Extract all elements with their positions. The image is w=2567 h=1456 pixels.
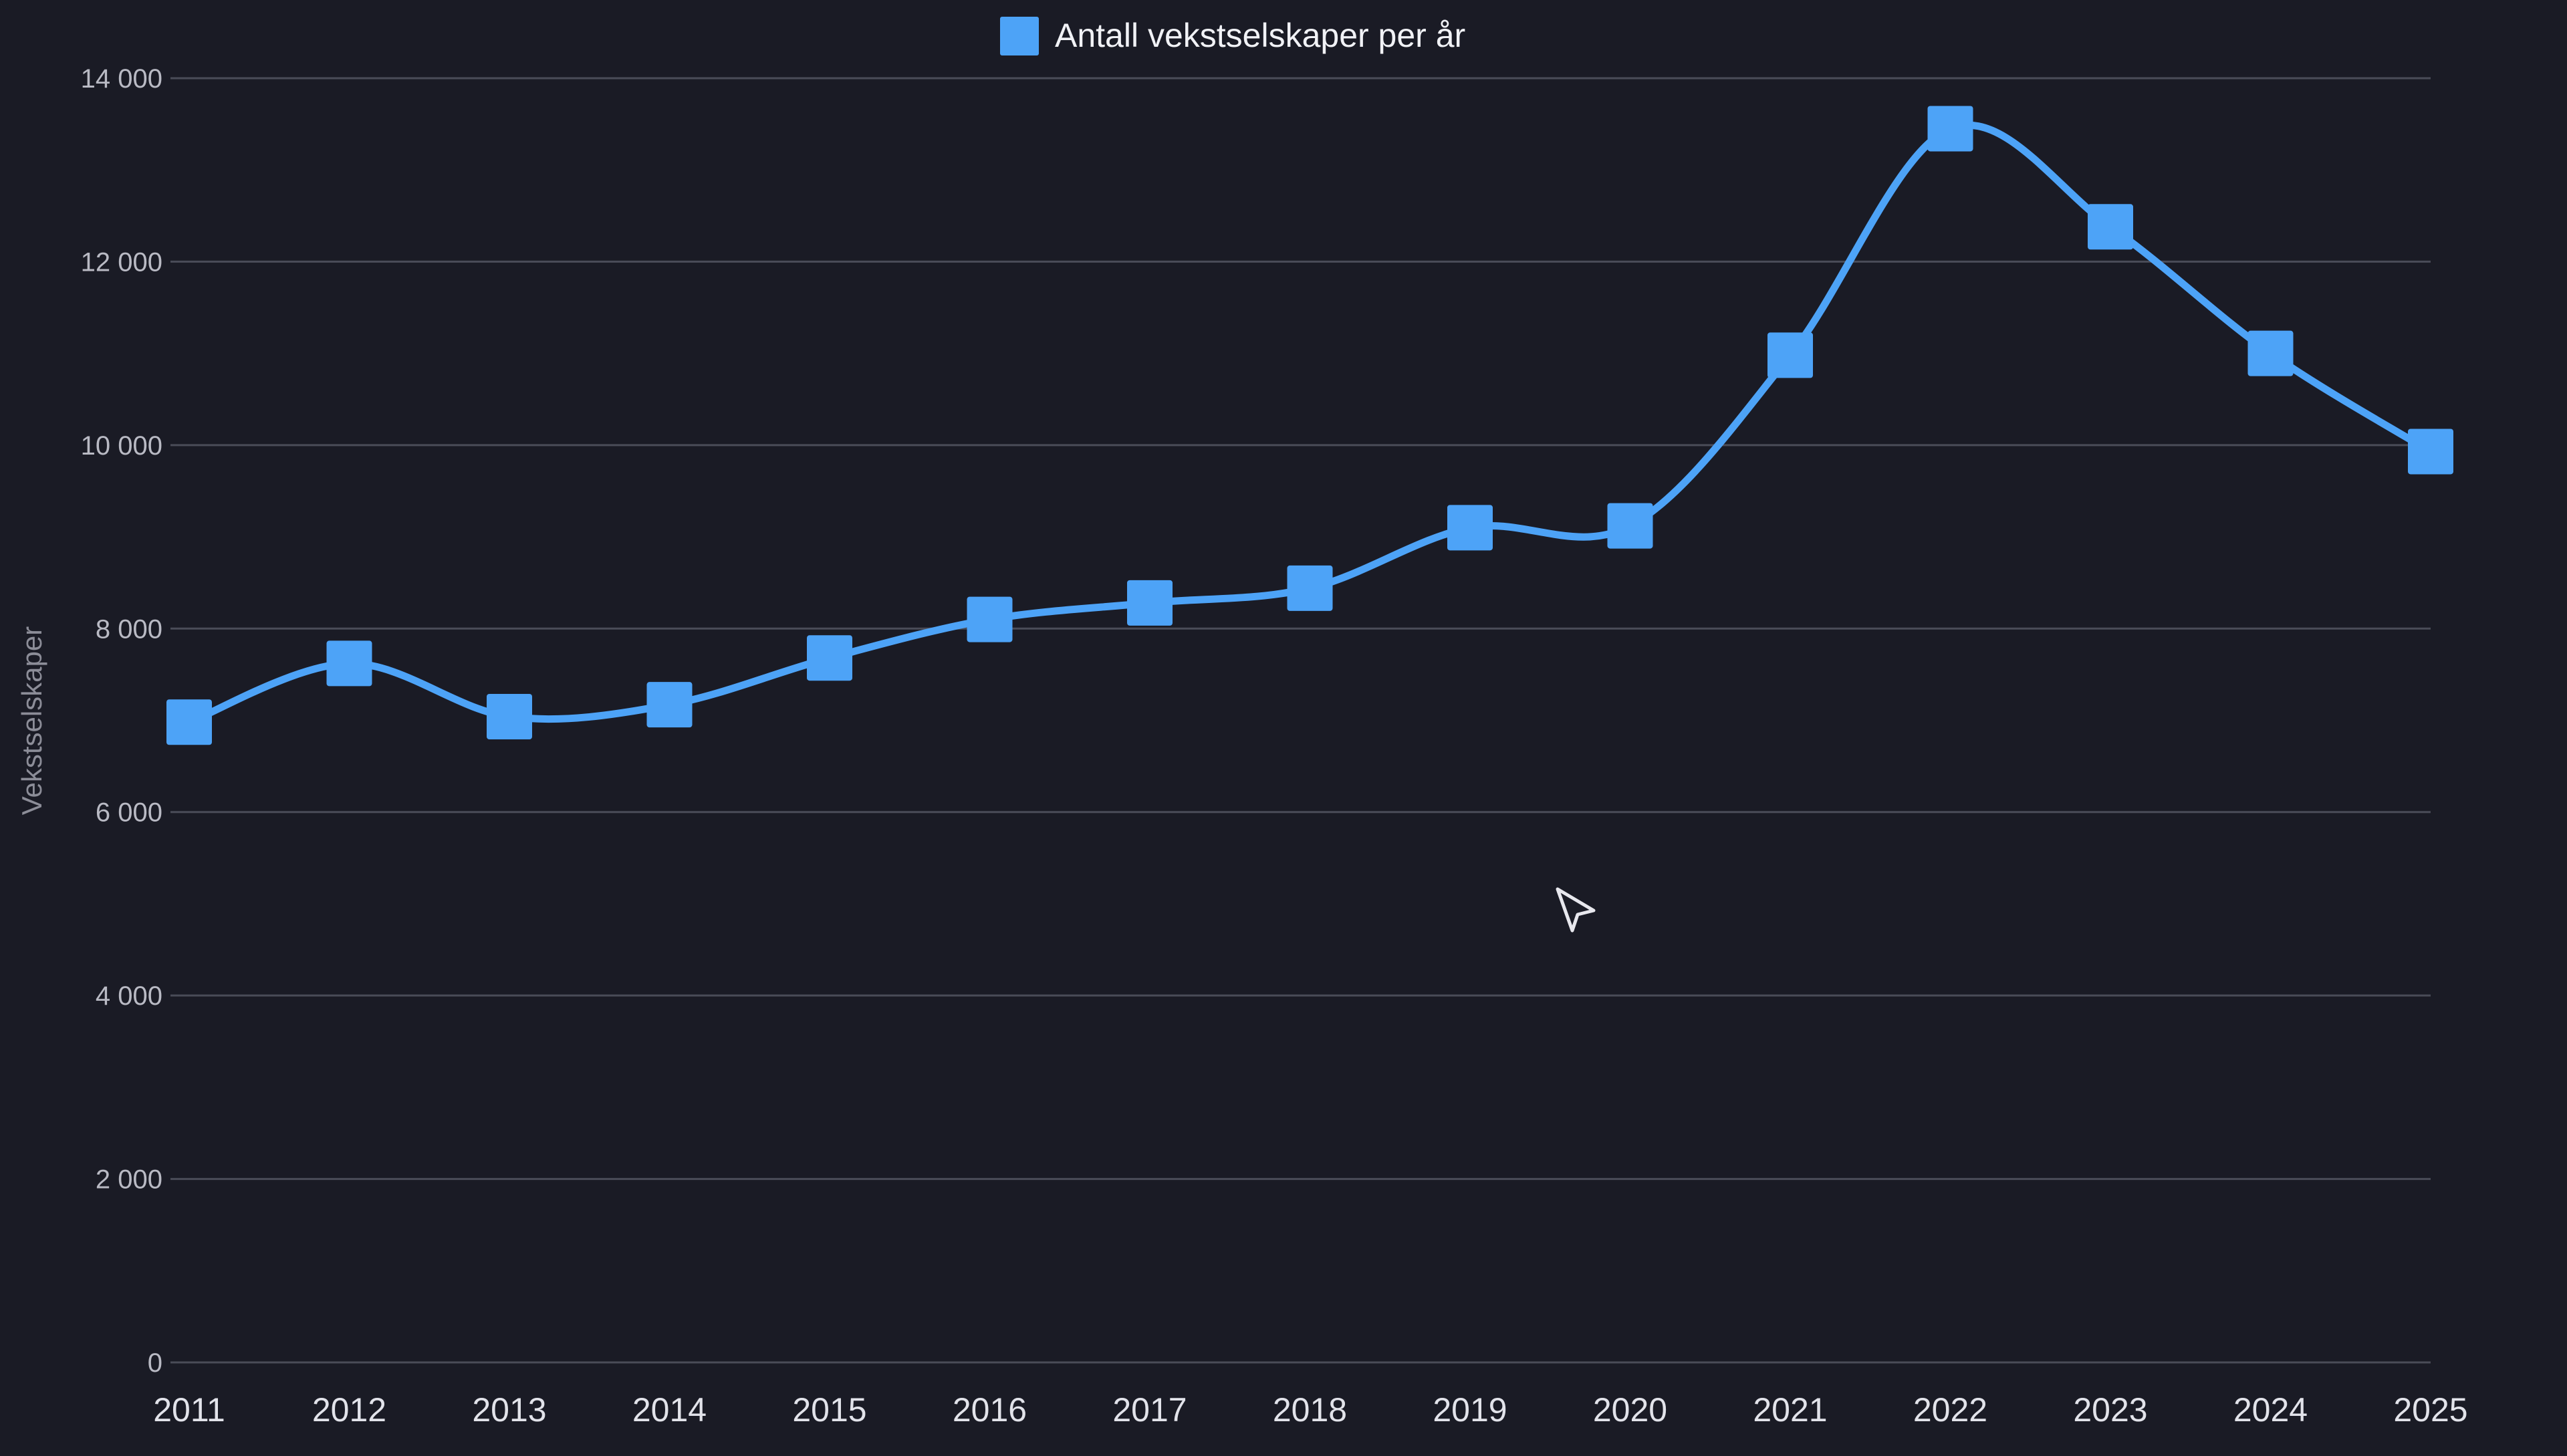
mouse-pointer-icon: [1556, 887, 1596, 933]
data-point[interactable]: [166, 699, 212, 745]
y-tick-label: 6 000: [96, 798, 162, 828]
x-tick-label: 2014: [632, 1391, 707, 1429]
x-tick-label: 2024: [2233, 1391, 2308, 1429]
x-tick-label: 2011: [153, 1391, 225, 1429]
y-tick-label: 2 000: [96, 1165, 162, 1195]
x-tick-label: 2012: [312, 1391, 386, 1429]
y-tick-label: 4 000: [96, 981, 162, 1011]
x-axis-ticks: 2011 2012 2013 2014 2015 2016 2017 2018 2019 2020…: [153, 1391, 2467, 1429]
series-line: [185, 121, 2435, 726]
data-point[interactable]: [326, 640, 372, 687]
x-tick-label: 2015: [792, 1391, 866, 1429]
data-point[interactable]: [1927, 106, 1973, 152]
x-tick-label: 2023: [2073, 1391, 2147, 1429]
data-point[interactable]: [1447, 505, 1493, 551]
x-tick-label: 2020: [1593, 1391, 1667, 1429]
data-point[interactable]: [807, 635, 852, 681]
grid-lines: [170, 77, 2431, 1364]
y-axis-ticks: 0 2 000 4 000 6 000 8 000 10 000 12 000 14 000: [81, 64, 162, 1378]
data-point[interactable]: [1607, 503, 1653, 549]
data-point[interactable]: [1767, 332, 1813, 378]
legend-swatch: [1000, 17, 1039, 55]
x-tick-label: 2017: [1112, 1391, 1187, 1429]
y-tick-label: 14 000: [81, 64, 162, 94]
x-tick-label: 2021: [1753, 1391, 1827, 1429]
data-point[interactable]: [487, 694, 532, 740]
legend[interactable]: Antall vekstselskaper per år: [1000, 17, 1465, 55]
y-tick-label: 12 000: [81, 247, 162, 277]
y-tick-label: 8 000: [96, 614, 162, 644]
x-tick-label: 2022: [1913, 1391, 1987, 1429]
series-layer: [166, 106, 2453, 745]
data-point[interactable]: [1127, 580, 1173, 626]
x-tick-label: 2013: [472, 1391, 546, 1429]
legend-label: Antall vekstselskaper per år: [1055, 17, 1465, 54]
data-point[interactable]: [967, 596, 1013, 642]
x-tick-label: 2025: [2393, 1391, 2467, 1429]
x-tick-label: 2019: [1433, 1391, 1507, 1429]
data-point[interactable]: [2088, 204, 2133, 250]
data-point[interactable]: [646, 682, 693, 728]
y-axis-label: Vekstselskaper: [16, 626, 47, 815]
y-tick-label: 10 000: [81, 431, 162, 461]
data-point[interactable]: [2247, 330, 2294, 376]
x-tick-label: 2016: [953, 1391, 1027, 1429]
data-point[interactable]: [1287, 565, 1333, 611]
x-tick-label: 2018: [1273, 1391, 1347, 1429]
data-point[interactable]: [2408, 429, 2453, 475]
y-tick-label: 0: [148, 1348, 162, 1378]
